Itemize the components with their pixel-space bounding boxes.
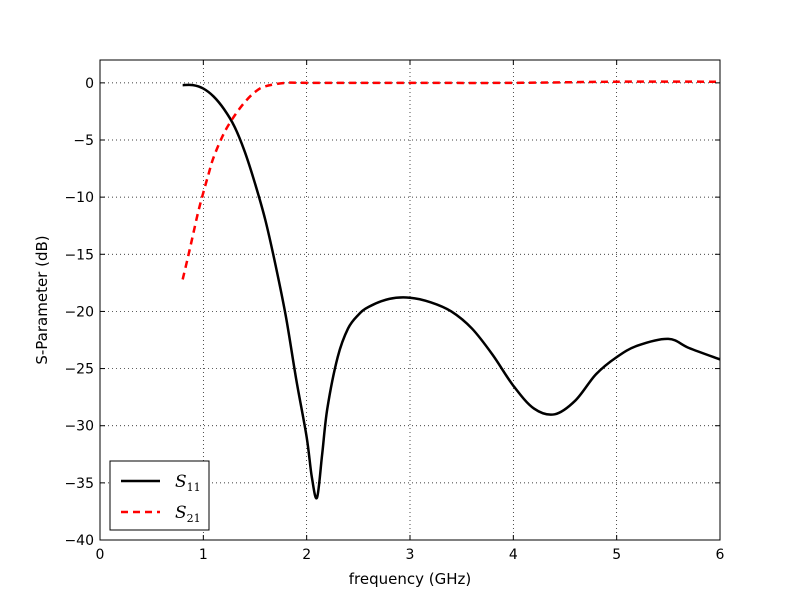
y-tick-label: −40 (64, 533, 94, 549)
series-line-s11 (182, 83, 721, 500)
x-tick-label: 6 (716, 547, 725, 563)
x-tick-label: 5 (612, 547, 621, 563)
x-tick-label: 4 (509, 547, 518, 563)
y-axis-label: S-Parameter (dB) (33, 235, 51, 364)
legend-label-s11: S11 (175, 472, 201, 494)
y-tick-label: −5 (73, 133, 94, 149)
y-tick-label: −15 (64, 247, 94, 263)
y-tick-label: −35 (64, 476, 94, 492)
x-tick-label: 2 (302, 547, 311, 563)
x-axis-label: frequency (GHz) (349, 570, 471, 588)
legend-label-s21: S21 (175, 503, 201, 525)
y-tick-label: −30 (64, 419, 94, 435)
y-tick-label: −25 (64, 362, 94, 378)
y-tick-label: 0 (85, 76, 94, 92)
x-tick-label: 3 (406, 547, 415, 563)
x-tick-label: 0 (96, 547, 105, 563)
y-tick-label: −10 (64, 190, 94, 206)
series-layer (181, 80, 721, 500)
ticks (99, 60, 721, 541)
legend-box (109, 460, 210, 531)
x-tick-label: 1 (199, 547, 208, 563)
y-tick-label: −20 (64, 304, 94, 320)
series-line-s21 (181, 80, 721, 280)
tick-labels: 0 1 2 3 4 5 6 0 −5 −10 −15 −20 −25 −30 −35 −40 (64, 76, 724, 563)
